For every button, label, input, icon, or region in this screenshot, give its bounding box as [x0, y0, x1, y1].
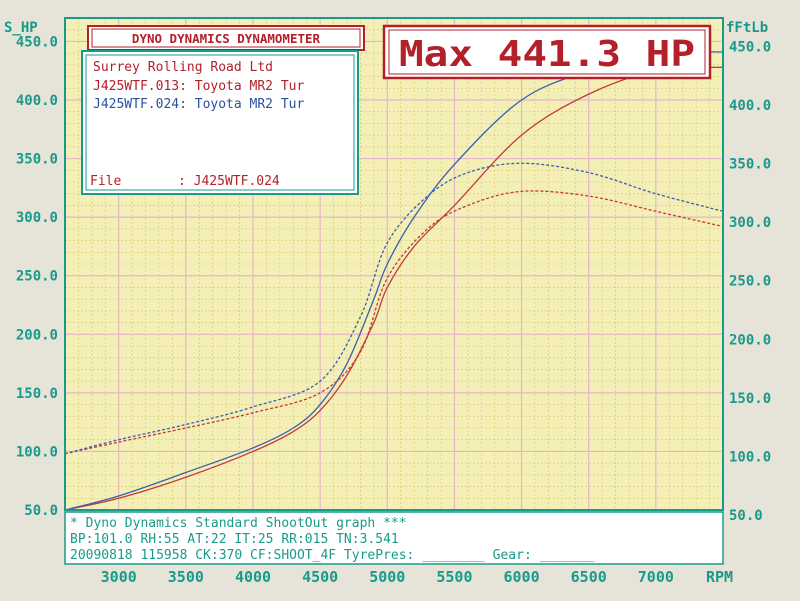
- file-label: File: [90, 174, 121, 189]
- left-tick-label: 200.0: [16, 327, 58, 343]
- right-tick-label: 150.0: [729, 391, 771, 407]
- grid: [64, 17, 724, 511]
- left-axis-label: S_HP: [4, 20, 38, 36]
- x-tick-label: 4000: [235, 568, 271, 586]
- footer-box: [64, 511, 724, 565]
- left-tick-label: 100.0: [16, 444, 58, 460]
- left-tick-label: 150.0: [16, 386, 58, 402]
- left-tick-label: 300.0: [16, 210, 58, 226]
- chart-title: DYNO DYNAMICS DYNAMOMETER: [132, 31, 321, 46]
- x-tick-label: 5500: [436, 568, 472, 586]
- left-tick-label: 50.0: [24, 503, 58, 519]
- right-tick-label: 200.0: [729, 332, 771, 348]
- x-axis-label: RPM: [706, 568, 733, 586]
- x-tick-label: 3000: [101, 568, 137, 586]
- file-value: : J425WTF.024: [178, 174, 280, 189]
- footer-line-3: 20090818 115958 CK:370 CF:SHOOT_4F TyreP…: [70, 548, 595, 563]
- x-tick-label: 7000: [638, 568, 674, 586]
- right-tick-label: 400.0: [729, 98, 771, 114]
- right-tick-labels: 50.0 100.0 150.0 200.0 250.0 300.0 350.0 400.0 4…: [729, 39, 771, 524]
- left-tick-label: 450.0: [16, 34, 58, 50]
- x-tick-label: 6000: [504, 568, 540, 586]
- run2-label: J425WTF.024: Toyota MR2 Tur: [93, 97, 304, 112]
- x-tick-label: 3500: [168, 568, 204, 586]
- right-tick-label: 300.0: [729, 215, 771, 231]
- x-tick-label: 6500: [571, 568, 607, 586]
- series-torque-2: [64, 162, 724, 455]
- run1-label: J425WTF.013: Toyota MR2 Tur: [93, 79, 304, 94]
- info-box: [81, 50, 359, 195]
- series-power-1: [64, 66, 724, 511]
- x-tick-label: 4500: [302, 568, 338, 586]
- right-tick-label: 50.0: [729, 508, 763, 524]
- right-tick-label: 100.0: [729, 449, 771, 465]
- left-tick-labels: 50.0 100.0 150.0 200.0 250.0 300.0 350.0 400.0 4…: [16, 34, 58, 519]
- right-axis-label: fFtLb: [726, 20, 768, 36]
- footer-line-2: BP:101.0 RH:55 AT:22 IT:25 RR:015 TN:3.5…: [70, 532, 399, 547]
- x-tick-labels: 3000 3500 4000 4500 5000 5500 6000 6500 7000: [101, 568, 674, 586]
- right-tick-label: 350.0: [729, 157, 771, 173]
- x-tick-label: 5000: [369, 568, 405, 586]
- right-tick-label: 250.0: [729, 274, 771, 290]
- shop-name: Surrey Rolling Road Ltd: [93, 60, 273, 75]
- plot-border: [64, 17, 724, 511]
- left-tick-label: 250.0: [16, 269, 58, 285]
- left-tick-label: 350.0: [16, 152, 58, 168]
- title-box: [87, 25, 365, 51]
- max-hp-label: Max 441.3 HP: [399, 34, 695, 75]
- left-tick-label: 400.0: [16, 93, 58, 109]
- right-tick-label: 450.0: [729, 39, 771, 55]
- footer-line-1: * Dyno Dynamics Standard ShootOut graph …: [70, 516, 407, 531]
- max-box: [382, 24, 712, 80]
